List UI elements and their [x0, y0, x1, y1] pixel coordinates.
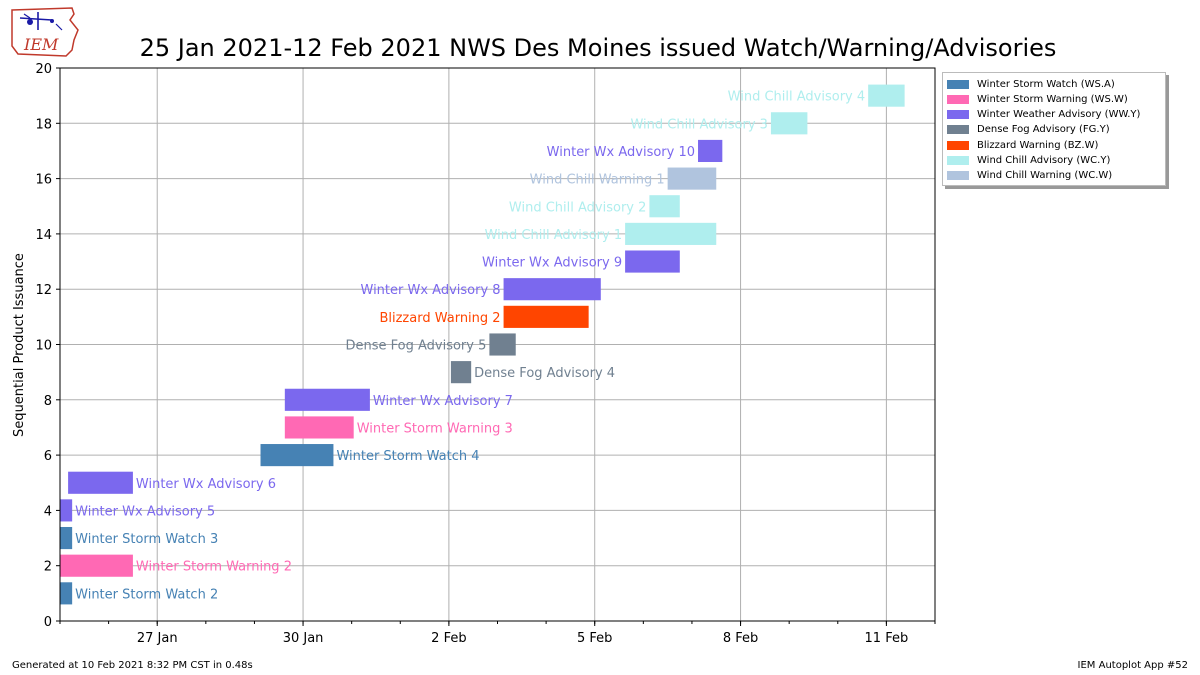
- x-tick-label: 5 Feb: [577, 631, 612, 646]
- footer-app-id: IEM Autoplot App #52: [1077, 660, 1188, 671]
- bar-1: [60, 582, 73, 605]
- bar-label-16: Wind Chill Warning 1: [530, 173, 665, 188]
- y-axis-label: Sequential Product Issuance: [12, 253, 27, 437]
- legend-label: Wind Chill Advisory (WC.Y): [977, 155, 1111, 166]
- bar-15: [649, 195, 680, 218]
- bar-6: [260, 444, 334, 467]
- bar-18: [770, 112, 808, 135]
- bar-label-14: Wind Chill Advisory 1: [485, 228, 622, 243]
- bar-13: [625, 250, 680, 273]
- bar-17: [698, 139, 723, 163]
- bar-label-18: Wind Chill Advisory 3: [630, 117, 767, 132]
- bar-14: [625, 222, 717, 245]
- legend-item-7: Wind Chill Warning (WC.W): [947, 169, 1112, 183]
- y-tick-label: 10: [35, 339, 52, 354]
- bar-label-8: Winter Wx Advisory 7: [373, 394, 513, 409]
- bar-label-13: Winter Wx Advisory 9: [482, 256, 622, 271]
- y-tick-label: 12: [35, 283, 52, 298]
- legend-item-3: Winter Weather Advisory (WW.Y): [947, 108, 1140, 122]
- legend-swatch: [947, 140, 969, 150]
- y-tick-label: 0: [44, 615, 52, 630]
- legend-item-6: Wind Chill Advisory (WC.Y): [947, 154, 1110, 168]
- y-tick-label: 20: [35, 62, 52, 77]
- bar-label-10: Dense Fog Advisory 5: [345, 339, 486, 354]
- legend-label: Winter Storm Warning (WS.W): [977, 93, 1128, 105]
- legend-swatch: [947, 110, 969, 120]
- bar-label-17: Winter Wx Advisory 10: [547, 145, 695, 160]
- axis-layer: 0 2 4 6 8 10 12 14 16 18 20 27 Jan 30 Jan 2 Feb 5 Feb 8…: [35, 62, 936, 646]
- bar-16: [667, 167, 717, 190]
- x-tick-label: 8 Feb: [723, 631, 758, 646]
- legend-label: Wind Chill Warning (WC.W): [977, 170, 1113, 182]
- bar-3: [60, 526, 73, 550]
- bar-19: [868, 84, 905, 107]
- legend: Winter Storm Watch (WS.A) Winter Storm Wa…: [942, 72, 1166, 186]
- bar-label-7: Winter Storm Warning 3: [357, 421, 513, 436]
- legend-label: Blizzard Warning (BZ.W): [977, 139, 1099, 151]
- bar-8: [284, 388, 370, 411]
- x-tick-label: 11 Feb: [865, 631, 909, 646]
- legend-item-2: Winter Storm Warning (WS.W): [947, 92, 1128, 106]
- legend-label: Winter Storm Watch (WS.A): [977, 78, 1115, 90]
- legend-swatch: [947, 125, 969, 135]
- bar-10: [489, 333, 516, 356]
- bar-9: [450, 361, 472, 384]
- y-tick-label: 8: [44, 394, 52, 409]
- legend-swatch: [947, 94, 969, 104]
- x-tick-label: 27 Jan: [137, 631, 178, 646]
- logo-text: IEM: [23, 35, 59, 54]
- x-tick-label: 30 Jan: [283, 631, 324, 646]
- bar-label-12: Winter Wx Advisory 8: [361, 283, 501, 298]
- legend-swatch: [947, 79, 969, 89]
- bar-11: [503, 305, 589, 328]
- legend-item-1: Winter Storm Watch (WS.A): [947, 77, 1115, 91]
- y-tick-label: 18: [35, 117, 52, 132]
- bar-7: [284, 416, 354, 439]
- legend-swatch: [947, 171, 969, 181]
- bar-label-3: Winter Storm Watch 3: [75, 532, 218, 547]
- iem-logo: IEM: [8, 6, 82, 58]
- bar-label-4: Winter Wx Advisory 5: [75, 504, 215, 519]
- legend-item-4: Dense Fog Advisory (FG.Y): [947, 123, 1110, 137]
- bar-label-15: Wind Chill Advisory 2: [509, 200, 646, 215]
- footer-generated: Generated at 10 Feb 2021 8:32 PM CST in …: [12, 660, 253, 671]
- bar-12: [503, 278, 601, 301]
- bar-label-5: Winter Wx Advisory 6: [136, 477, 276, 492]
- legend-item-5: Blizzard Warning (BZ.W): [947, 138, 1098, 152]
- x-tick-label: 2 Feb: [431, 631, 466, 646]
- bars-layer: Winter Storm Watch 2 Winter Storm Warning…: [60, 84, 905, 605]
- y-tick-label: 2: [44, 560, 52, 575]
- bar-label-1: Winter Storm Watch 2: [75, 587, 218, 602]
- y-tick-label: 4: [44, 504, 52, 519]
- y-tick-label: 14: [35, 228, 52, 243]
- bar-label-11: Blizzard Warning 2: [379, 311, 500, 326]
- y-tick-label: 16: [35, 173, 52, 188]
- bar-label-6: Winter Storm Watch 4: [336, 449, 479, 464]
- bar-4: [60, 499, 73, 522]
- iowa-map-logo-icon: IEM: [11, 7, 79, 57]
- legend-swatch: [947, 156, 969, 165]
- bar-2: [60, 554, 133, 577]
- chart-title: 25 Jan 2021-12 Feb 2021 NWS Des Moines i…: [140, 34, 1057, 62]
- legend-label: Winter Weather Advisory (WW.Y): [977, 109, 1141, 121]
- bar-label-9: Dense Fog Advisory 4: [474, 366, 615, 381]
- bar-5: [68, 471, 133, 494]
- y-tick-label: 6: [44, 449, 52, 464]
- legend-label: Dense Fog Advisory (FG.Y): [977, 124, 1110, 136]
- bar-label-19: Wind Chill Advisory 4: [728, 90, 865, 105]
- bar-label-2: Winter Storm Warning 2: [136, 560, 292, 575]
